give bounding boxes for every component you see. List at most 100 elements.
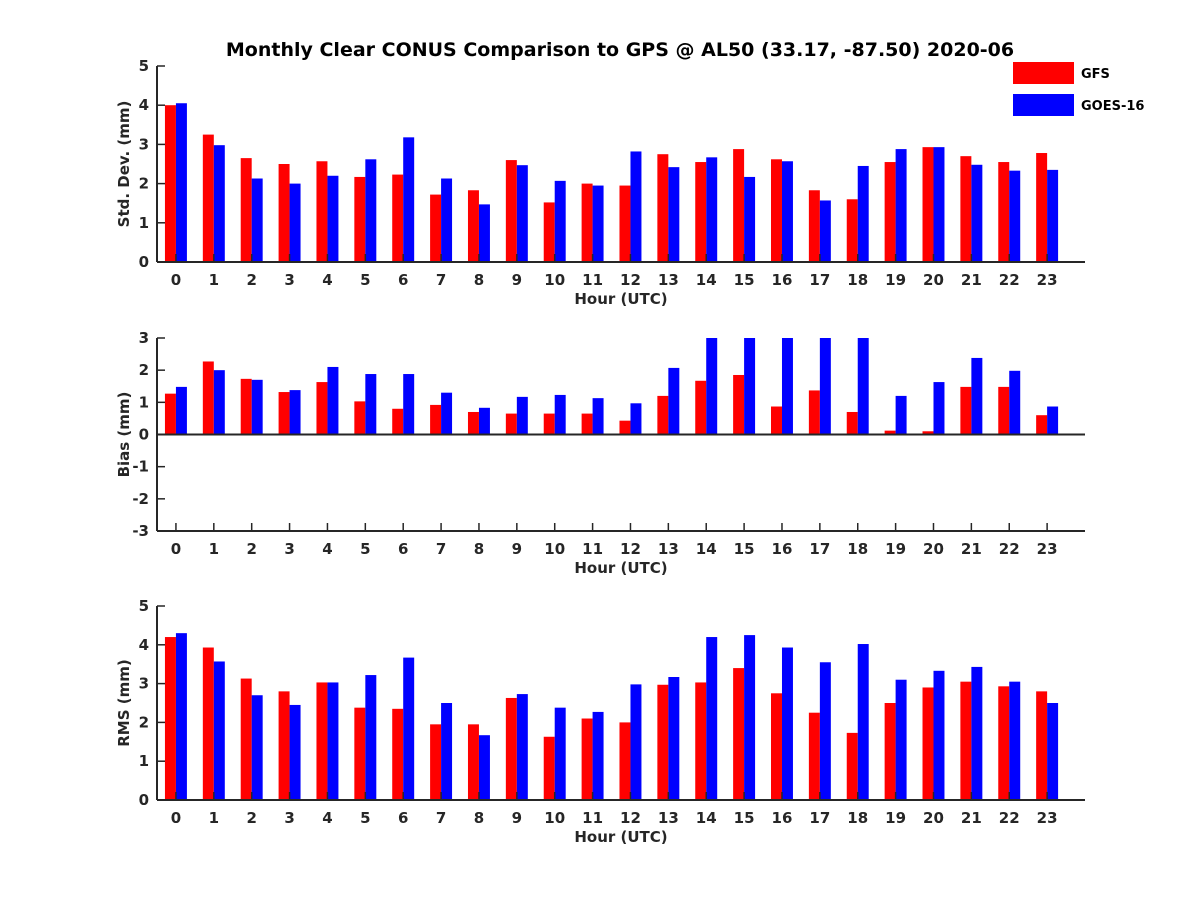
y-tick-label: 1 [139, 214, 149, 232]
x-axis-label: Hour (UTC) [574, 290, 667, 308]
bar-goes-16-hour-2 [251, 379, 263, 435]
bar-gfs-hour-12 [619, 185, 631, 262]
x-tick-label: 20 [923, 540, 944, 558]
bar-goes-16-hour-4 [327, 175, 339, 262]
x-tick-label: 16 [772, 271, 793, 289]
x-axis-label: Hour (UTC) [574, 559, 667, 577]
bar-goes-16-hour-2 [251, 178, 263, 262]
legend-item-gfs: GFS [1013, 62, 1110, 84]
bar-goes-16-hour-7 [441, 703, 453, 800]
x-axis-label: Hour (UTC) [574, 828, 667, 846]
bar-gfs-hour-0 [164, 393, 176, 435]
bar-gfs-hour-1 [202, 134, 214, 262]
y-tick-label: 5 [139, 57, 149, 75]
bar-gfs-hour-23 [1036, 153, 1048, 262]
bar-gfs-hour-19 [884, 703, 896, 800]
x-tick-label: 9 [512, 271, 522, 289]
x-tick-label: 13 [658, 540, 679, 558]
x-tick-label: 0 [171, 271, 181, 289]
bar-goes-16-hour-22 [1009, 370, 1021, 435]
bar-gfs-hour-1 [202, 647, 214, 800]
bar-gfs-hour-21 [960, 386, 972, 435]
bar-goes-16-hour-1 [213, 661, 225, 800]
bar-goes-16-hour-0 [175, 633, 187, 800]
x-tick-label: 11 [582, 809, 603, 827]
x-tick-label: 12 [620, 271, 641, 289]
x-tick-label: 10 [544, 271, 565, 289]
bar-goes-16-hour-20 [933, 382, 945, 435]
legend-label: GOES-16 [1081, 99, 1144, 114]
x-tick-label: 15 [734, 271, 755, 289]
bar-goes-16-hour-14 [706, 338, 718, 435]
x-tick-label: 15 [734, 540, 755, 558]
bar-gfs-hour-9 [505, 697, 517, 800]
x-tick-label: 1 [209, 271, 219, 289]
x-tick-label: 19 [885, 271, 906, 289]
bar-goes-16-hour-17 [819, 338, 831, 435]
bar-goes-16-hour-11 [592, 185, 604, 262]
x-tick-label: 1 [209, 540, 219, 558]
bar-gfs-hour-14 [695, 682, 707, 800]
legend-swatch [1013, 94, 1074, 116]
x-tick-label: 8 [474, 809, 484, 827]
bar-goes-16-hour-1 [213, 370, 225, 435]
bar-goes-16-hour-20 [933, 147, 945, 262]
bar-gfs-hour-14 [695, 162, 707, 262]
bar-goes-16-hour-8 [478, 735, 490, 800]
bar-goes-16-hour-8 [478, 204, 490, 262]
bar-goes-16-hour-18 [857, 165, 869, 262]
y-axis-label: Std. Dev. (mm) [115, 101, 133, 228]
x-tick-label: 5 [360, 540, 370, 558]
bar-gfs-hour-22 [998, 686, 1010, 800]
x-tick-label: 13 [658, 809, 679, 827]
bar-gfs-hour-0 [164, 637, 176, 800]
bar-goes-16-hour-5 [365, 159, 377, 262]
bar-goes-16-hour-14 [706, 157, 718, 262]
bar-gfs-hour-18 [846, 199, 858, 262]
x-tick-label: 23 [1037, 540, 1058, 558]
bar-gfs-hour-17 [808, 190, 820, 262]
bar-goes-16-hour-10 [554, 180, 566, 262]
x-tick-label: 4 [322, 271, 332, 289]
bar-gfs-hour-2 [240, 378, 252, 435]
bar-gfs-hour-14 [695, 380, 707, 435]
bar-gfs-hour-4 [316, 161, 328, 262]
bar-gfs-hour-12 [619, 722, 631, 800]
y-axis-label: Bias (mm) [115, 392, 133, 478]
y-tick-label: 3 [139, 135, 149, 153]
bar-gfs-hour-16 [771, 406, 782, 435]
x-tick-label: 19 [885, 809, 906, 827]
bar-gfs-hour-22 [998, 386, 1010, 435]
x-tick-label: 22 [999, 809, 1020, 827]
bar-goes-16-hour-9 [516, 396, 528, 435]
legend-label: GFS [1081, 67, 1110, 82]
y-tick-label: 2 [139, 713, 149, 731]
bar-goes-16-hour-8 [478, 407, 490, 435]
bar-gfs-hour-9 [505, 160, 517, 262]
x-tick-label: 8 [474, 540, 484, 558]
x-tick-label: 4 [322, 809, 332, 827]
bar-gfs-hour-11 [581, 413, 593, 435]
x-tick-label: 9 [512, 809, 522, 827]
y-tick-label: 2 [139, 361, 149, 379]
bar-gfs-hour-8 [467, 724, 479, 800]
bar-goes-16-hour-23 [1047, 169, 1059, 262]
bar-gfs-hour-2 [240, 678, 252, 800]
y-tick-label: 2 [139, 175, 149, 193]
bar-goes-16-hour-7 [441, 178, 453, 262]
x-tick-label: 14 [696, 540, 717, 558]
bar-gfs-hour-9 [505, 413, 517, 435]
bar-gfs-hour-1 [202, 361, 214, 435]
bar-goes-16-hour-23 [1047, 703, 1059, 800]
y-tick-label: 3 [139, 329, 149, 347]
bar-goes-16-hour-4 [327, 366, 339, 435]
bar-goes-16-hour-21 [971, 666, 983, 800]
bar-goes-16-hour-17 [819, 662, 831, 800]
bar-goes-16-hour-2 [251, 695, 263, 800]
x-tick-label: 10 [544, 540, 565, 558]
bar-gfs-hour-17 [808, 390, 820, 435]
x-tick-label: 18 [847, 540, 868, 558]
legend-swatch [1013, 62, 1074, 84]
bar-goes-16-hour-19 [895, 679, 907, 800]
